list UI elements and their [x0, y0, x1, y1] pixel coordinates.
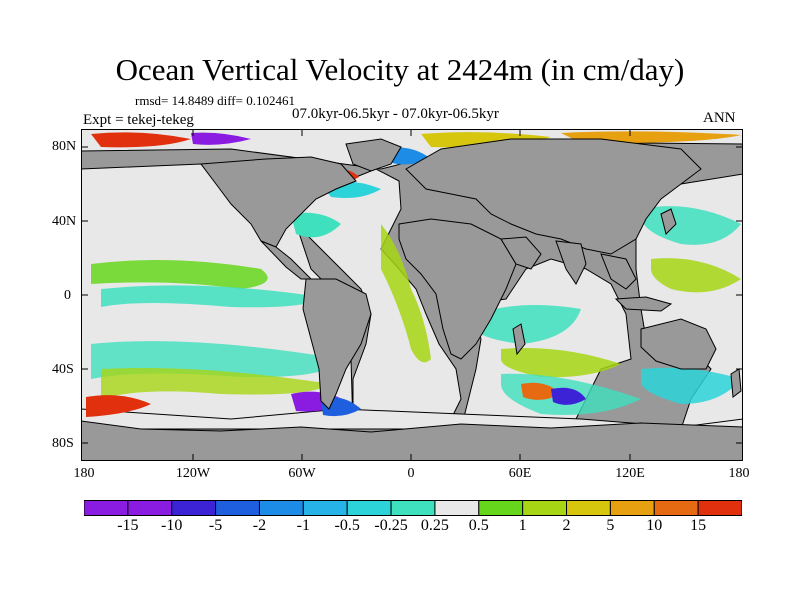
lon-label-180e: 180	[728, 466, 750, 481]
colorbar-box	[84, 500, 129, 516]
colorbar-box	[171, 500, 217, 516]
patch-arctic-red	[91, 132, 191, 148]
colorbar-box	[653, 500, 699, 516]
colorbar-box	[434, 500, 480, 516]
colorbar-label: 10	[646, 517, 663, 534]
north-america	[200, 156, 357, 248]
india	[555, 240, 587, 285]
colorbar-label: -2	[252, 517, 267, 534]
colorbar-label: 5	[606, 517, 615, 534]
colorbar-box	[478, 500, 524, 516]
season-label: ANN	[703, 110, 736, 126]
africa	[398, 218, 517, 360]
south-america	[302, 278, 372, 410]
lat-label-80n: 80N	[52, 139, 77, 154]
stats-text: rmsd= 14.8489 diff= 0.102461	[135, 93, 295, 108]
patch-atlantic-ridge	[381, 224, 431, 363]
colorbar-label: 0.5	[468, 517, 489, 534]
southeast-asia	[600, 253, 637, 290]
colorbar-label: -15	[117, 517, 139, 534]
colorbar-label: -5	[208, 517, 223, 534]
arabia	[500, 236, 542, 270]
colorbar-label: 0.25	[420, 517, 449, 534]
world-map	[81, 129, 743, 461]
chart-title: Ocean Vertical Velocity at 2424m (in cm/…	[115, 52, 685, 87]
colorbar-box	[390, 500, 436, 516]
patch-south-pacific-green	[101, 368, 331, 399]
colorbar-label: -0.5	[334, 517, 360, 534]
colorbar-label: -0.25	[374, 517, 408, 534]
patch-west-pacific-green	[651, 258, 741, 293]
lat-label-80s: 80S	[52, 436, 74, 451]
colorbar-box	[522, 500, 568, 516]
lon-label-120w: 120W	[175, 466, 211, 481]
patch-indian-green	[501, 348, 621, 378]
patch-south-west-pacific	[641, 367, 741, 404]
colorbar-label: -10	[161, 517, 183, 534]
patch-atlantic-west	[291, 212, 341, 238]
experiment-label: Expt = tekej-tekeg	[83, 112, 194, 128]
europe-asia	[405, 138, 702, 255]
colorbar-label: -1	[296, 517, 310, 534]
greenland	[345, 138, 402, 172]
colorbar-box	[346, 500, 392, 516]
colorbar-box	[609, 500, 655, 516]
lon-label-180w: 180	[73, 466, 95, 481]
antarctica	[81, 420, 743, 461]
new-zealand	[730, 368, 742, 398]
japan	[660, 208, 677, 235]
colorbar-box	[258, 500, 304, 516]
lat-label-0: 0	[64, 288, 71, 303]
lon-label-60e: 60E	[508, 466, 532, 481]
continents	[200, 138, 742, 410]
patch-arctic-purple	[191, 132, 251, 145]
axis-ticks	[81, 129, 743, 461]
patch-indian	[476, 305, 581, 344]
southern-ocean	[81, 408, 743, 430]
colorbar-label: 1	[518, 517, 527, 534]
colorbar-label: 15	[690, 517, 707, 534]
patch-southern-indian-red	[521, 382, 561, 400]
patch-southern-red	[86, 395, 151, 417]
colorbar	[84, 500, 742, 516]
colorbar-box	[566, 500, 611, 516]
australia	[640, 318, 717, 370]
colorbar-label: 2	[562, 517, 571, 534]
colorbar-box	[302, 500, 348, 516]
central-america	[260, 240, 313, 280]
patch-southern-indian-blue	[551, 387, 586, 405]
colorbar-box	[215, 500, 260, 516]
madagascar	[512, 323, 526, 356]
colorbar-box	[127, 500, 173, 516]
lat-label-40s: 40S	[52, 362, 74, 377]
indonesia	[614, 296, 673, 312]
colorbar-box	[697, 500, 742, 516]
lon-label-60w: 60W	[288, 466, 316, 481]
lat-label-40n: 40N	[52, 214, 77, 229]
velocity-patches	[86, 131, 741, 417]
lon-label-0: 0	[407, 466, 415, 481]
lon-label-120e: 120E	[615, 466, 645, 481]
patch-equator-pacific	[91, 260, 268, 289]
period-text: 07.0kyr-06.5kyr - 07.0kyr-06.5kyr	[292, 106, 499, 122]
patch-equator-pacific-cyan	[101, 285, 321, 308]
